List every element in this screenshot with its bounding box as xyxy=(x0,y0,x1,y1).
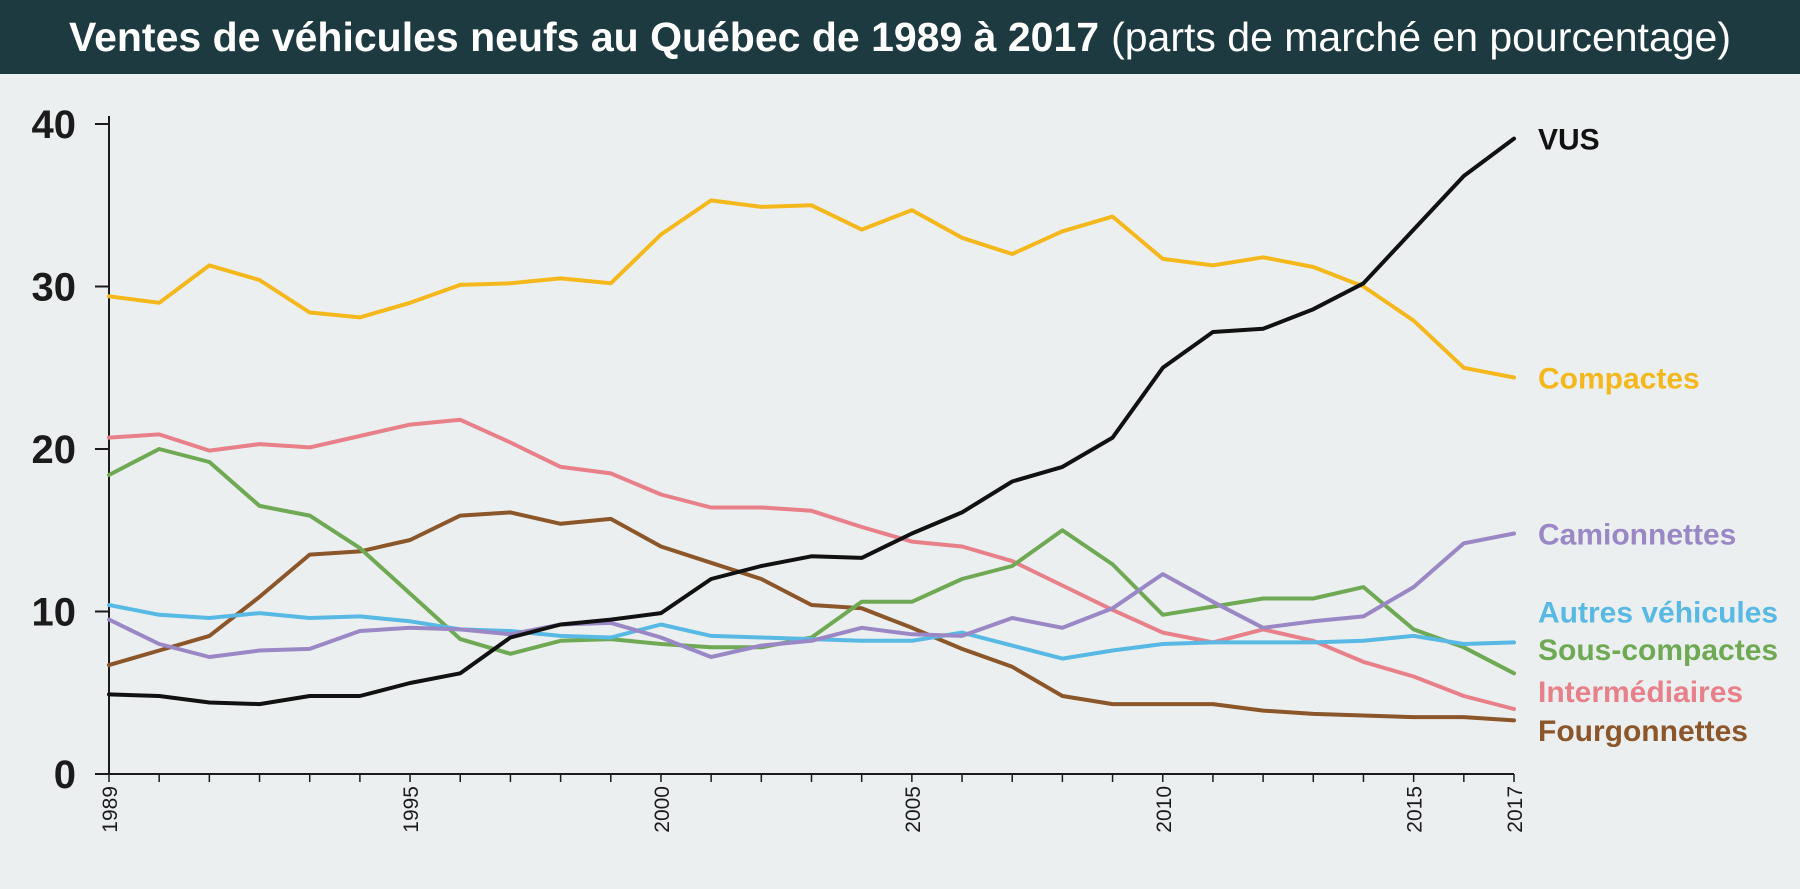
series-labels: Fourgonnettes Intermédiaires Sous-compacte… xyxy=(1538,124,1778,749)
series-label: Fourgonnettes xyxy=(1538,715,1748,748)
series-label: Autres véhicules xyxy=(1538,597,1778,630)
y-tick-label: 0 xyxy=(54,753,76,797)
series-line-5 xyxy=(107,198,1516,380)
chart-title: Ventes de véhicules neufs au Québec de 1… xyxy=(69,13,1100,60)
x-tick-label: 2015 xyxy=(1404,786,1427,833)
title-bar: Ventes de véhicules neufs au Québec de 1… xyxy=(0,0,1800,74)
axes: 0 10 20 30 40 1989 1995 2000 2005 2010 2015 2017 xyxy=(32,103,1528,833)
line-chart: 0 10 20 30 40 1989 1995 2000 2005 2010 2015 2017 Fo… xyxy=(32,103,1779,833)
series-line-4 xyxy=(107,531,1516,659)
chart-subtitle: (parts de marché en pourcentage) xyxy=(1111,13,1731,60)
x-tick-label: 2005 xyxy=(902,786,925,833)
series-label: Intermédiaires xyxy=(1538,676,1743,709)
y-tick-label: 20 xyxy=(32,428,77,472)
y-tick-label: 40 xyxy=(32,103,77,147)
y-tick-label: 30 xyxy=(32,266,77,310)
series-line-0 xyxy=(107,510,1516,723)
series-line-1 xyxy=(107,417,1516,711)
series-label: VUS xyxy=(1538,124,1600,157)
y-tick-label: 10 xyxy=(32,591,77,635)
series-label: Camionnettes xyxy=(1538,519,1736,552)
x-tick-label: 1989 xyxy=(99,786,122,833)
x-tick-label: 2010 xyxy=(1153,786,1176,833)
series-line-6 xyxy=(107,136,1516,707)
x-tick-label: 2017 xyxy=(1504,786,1527,833)
series-line-3 xyxy=(107,603,1516,661)
x-tick-label: 1995 xyxy=(400,786,423,833)
series-label: Compactes xyxy=(1538,363,1700,396)
series-lines xyxy=(107,136,1516,723)
x-tick-label: 2000 xyxy=(651,786,674,833)
series-label: Sous-compactes xyxy=(1538,634,1778,667)
